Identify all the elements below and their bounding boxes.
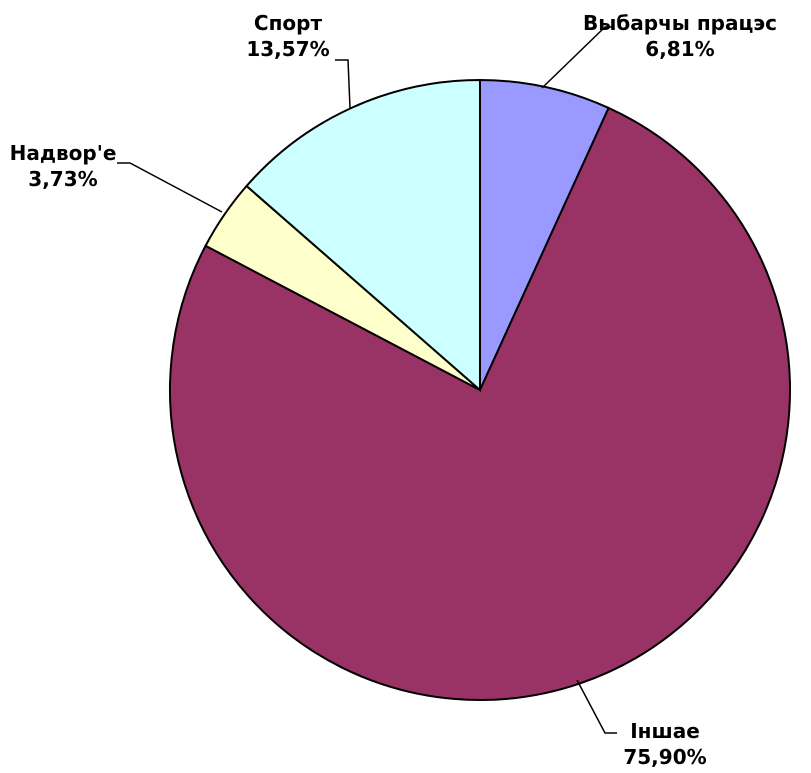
slice-label-sport: Спорт	[254, 11, 323, 35]
slice-value-nadvorie: 3,73%	[28, 167, 97, 191]
slice-value-inshae: 75,90%	[623, 745, 706, 769]
pie-slice-inshae	[169, 106, 791, 701]
leader-line-nadvorie	[117, 162, 223, 213]
leader-line-inshae	[576, 679, 617, 734]
pie-slice-vybarchy-pratses	[479, 78, 610, 391]
slice-label-vybarchy-pratses: Выбарчы працэс	[583, 11, 777, 35]
leader-line-vybarchy-pratses	[541, 26, 612, 89]
pie-slices	[169, 78, 791, 701]
slice-value-sport: 13,57%	[246, 37, 329, 61]
slice-label-nadvorie: Надвор'е	[10, 141, 117, 165]
leader-lines	[117, 26, 617, 734]
slice-value-vybarchy-pratses: 6,81%	[645, 37, 714, 61]
pie-slice-sport	[245, 78, 481, 393]
slice-label-inshae: Іншае	[630, 719, 700, 743]
leader-line-sport	[335, 59, 351, 109]
